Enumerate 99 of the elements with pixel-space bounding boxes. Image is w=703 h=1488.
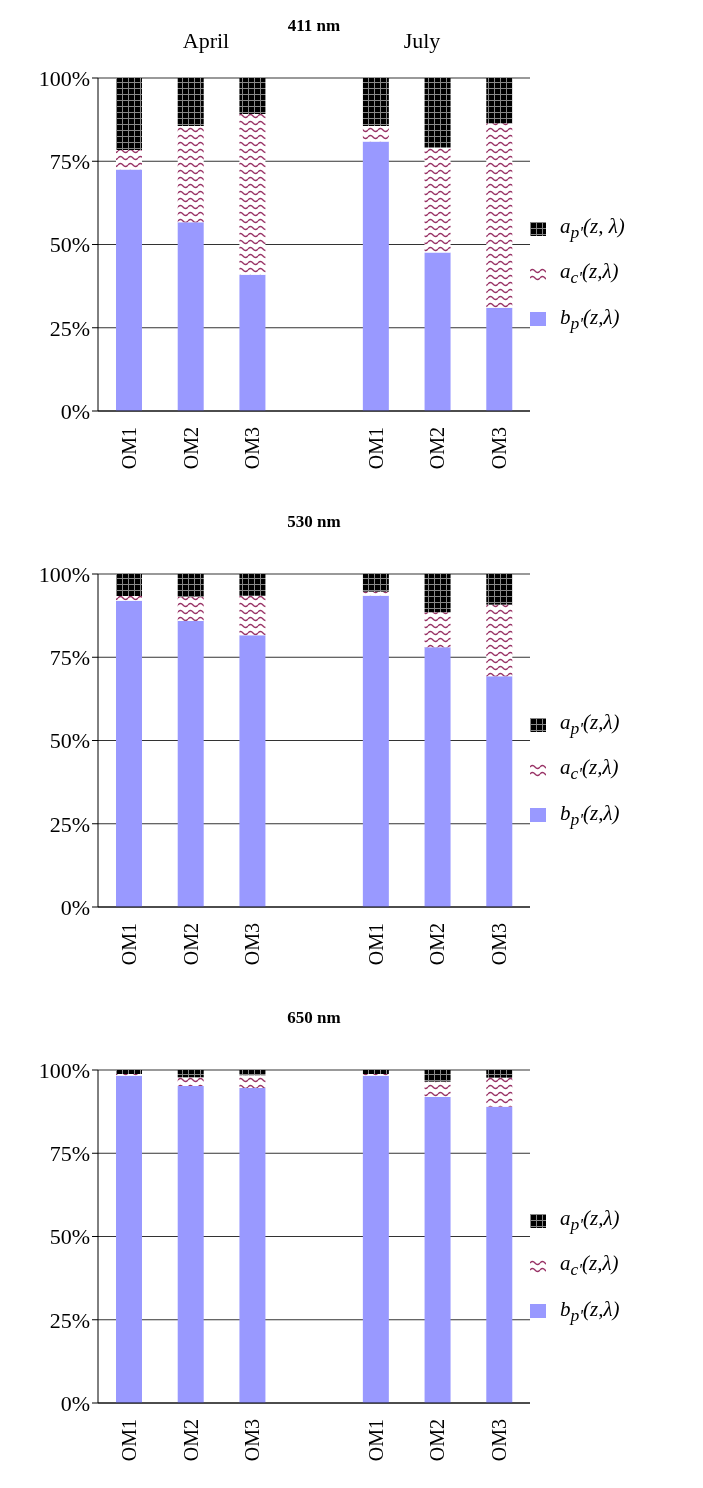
text: July — [402, 28, 442, 54]
bar — [424, 1081, 451, 1097]
x-tick-label: OM2 — [179, 1419, 202, 1462]
bar — [239, 1075, 266, 1088]
legend-label: b$_{p'}$(z,λ) — [560, 304, 620, 334]
x-tick-label: OM2 — [179, 427, 202, 470]
bar — [362, 78, 389, 126]
y-tick-label: 0% — [60, 398, 90, 424]
bar — [362, 574, 389, 592]
bar — [424, 1096, 451, 1403]
y-tick-label: 75% — [49, 1141, 90, 1167]
bar — [362, 125, 389, 142]
bar — [239, 113, 266, 275]
bar — [424, 574, 451, 613]
legend-label: b$_{p'}$(z,λ) — [560, 800, 620, 830]
bar — [177, 78, 204, 126]
bar — [116, 600, 142, 907]
x-tick-label: OM1 — [364, 1419, 387, 1462]
bar — [116, 169, 142, 411]
x-tick-label: OM2 — [426, 427, 449, 470]
bar — [486, 574, 513, 605]
bar — [116, 78, 142, 150]
x-tick-label: OM1 — [117, 923, 140, 966]
bar — [239, 1087, 266, 1403]
y-tick-label: 75% — [49, 149, 90, 175]
bar — [424, 1070, 451, 1082]
bar — [177, 1077, 204, 1086]
bar — [177, 574, 204, 597]
bar — [486, 123, 513, 308]
legend-label: a$_{p'}$(z,λ) — [560, 1206, 620, 1236]
bar — [486, 1106, 513, 1403]
y-tick-label: 50% — [49, 1224, 90, 1250]
bar — [239, 635, 266, 907]
y-tick-label: 75% — [49, 645, 90, 671]
x-tick-label: OM3 — [488, 1419, 511, 1462]
bar — [362, 1070, 389, 1074]
bar — [486, 604, 513, 677]
y-tick-label: 25% — [49, 1307, 90, 1333]
bar — [362, 1075, 389, 1403]
bar — [116, 595, 142, 601]
bar — [177, 620, 204, 907]
x-tick-label: OM2 — [426, 1419, 449, 1462]
bar — [486, 1077, 513, 1107]
bar — [116, 1070, 142, 1074]
bar — [116, 149, 142, 170]
bar — [486, 307, 513, 411]
bar — [177, 125, 204, 223]
y-tick-label: 25% — [49, 315, 90, 341]
bar — [424, 78, 451, 148]
x-tick-label: OM3 — [241, 1419, 264, 1462]
y-tick-label: 25% — [49, 811, 90, 837]
bar — [362, 591, 389, 596]
bar — [177, 1070, 204, 1078]
bar — [486, 1070, 513, 1078]
legend-label: a$_{p'}$(z, λ) — [560, 214, 625, 244]
bar — [486, 676, 513, 907]
y-tick-label: 50% — [49, 232, 90, 258]
y-tick-label: 100% — [38, 1057, 90, 1083]
chart-title: 411 nm — [287, 16, 341, 35]
bar — [239, 595, 266, 636]
bar — [177, 222, 204, 411]
legend-label: a$_{c'}$(z,λ) — [560, 259, 619, 289]
y-tick-label: 0% — [60, 894, 90, 920]
x-tick-label: OM3 — [241, 923, 264, 966]
bar — [424, 647, 451, 907]
x-tick-label: OM2 — [426, 923, 449, 966]
chart-title: 530 nm — [286, 512, 342, 532]
text: April — [181, 28, 231, 54]
chart-title: 650 nm — [286, 1008, 342, 1028]
bar — [424, 147, 451, 253]
legend-label: b$_{p'}$(z,λ) — [560, 1296, 620, 1326]
x-tick-label: OM1 — [117, 1419, 140, 1462]
x-tick-label: OM3 — [241, 427, 264, 470]
x-tick-label: OM1 — [117, 427, 140, 470]
bar — [116, 1075, 142, 1403]
bar — [116, 574, 142, 596]
bar — [177, 1085, 204, 1403]
y-tick-label: 0% — [60, 1390, 90, 1416]
x-tick-label: OM1 — [364, 923, 387, 966]
bar — [239, 574, 266, 596]
bar — [486, 78, 513, 124]
x-tick-label: OM2 — [179, 923, 202, 966]
bar — [239, 1070, 266, 1076]
y-tick-label: 50% — [49, 728, 90, 754]
legend-label: a$_{p'}$(z,λ) — [560, 710, 620, 740]
bar — [239, 274, 266, 411]
y-tick-label: 100% — [38, 561, 90, 587]
bar — [424, 612, 451, 648]
legend-label: a$_{c'}$(z,λ) — [560, 1251, 619, 1281]
x-tick-label: OM3 — [488, 427, 511, 470]
x-tick-label: OM3 — [488, 923, 511, 966]
bar — [362, 595, 389, 907]
x-tick-label: OM1 — [364, 427, 387, 470]
bar — [239, 78, 266, 114]
y-tick-label: 100% — [38, 65, 90, 91]
bar — [362, 141, 389, 411]
legend-label: a$_{c'}$(z,λ) — [560, 755, 619, 785]
bar — [177, 596, 204, 621]
bar — [424, 252, 451, 411]
